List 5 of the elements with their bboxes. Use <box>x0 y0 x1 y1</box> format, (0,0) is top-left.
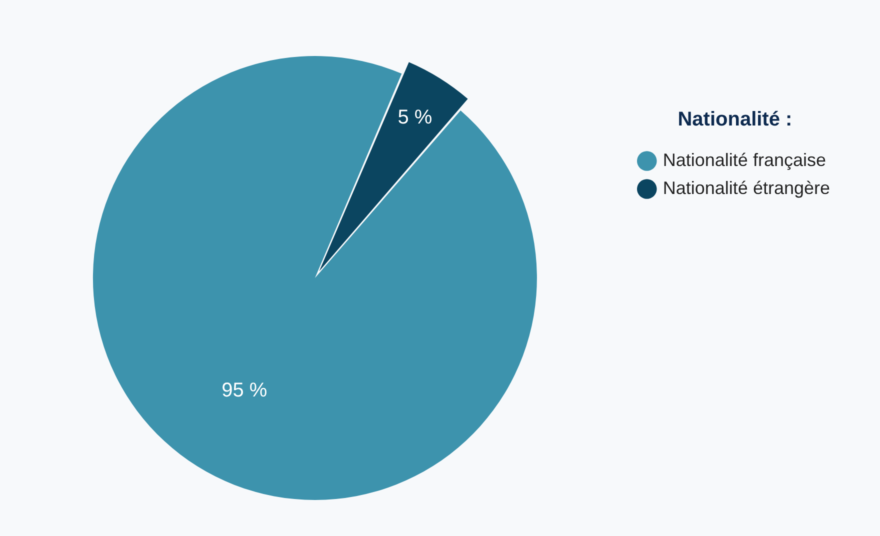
data-label: 95 % <box>222 379 268 402</box>
legend-label: Nationalité étrangère <box>662 178 830 198</box>
data-label: 5 % <box>398 106 432 128</box>
legend-label: Nationalité française <box>662 150 826 170</box>
legend-title: Nationalité : <box>678 108 792 131</box>
